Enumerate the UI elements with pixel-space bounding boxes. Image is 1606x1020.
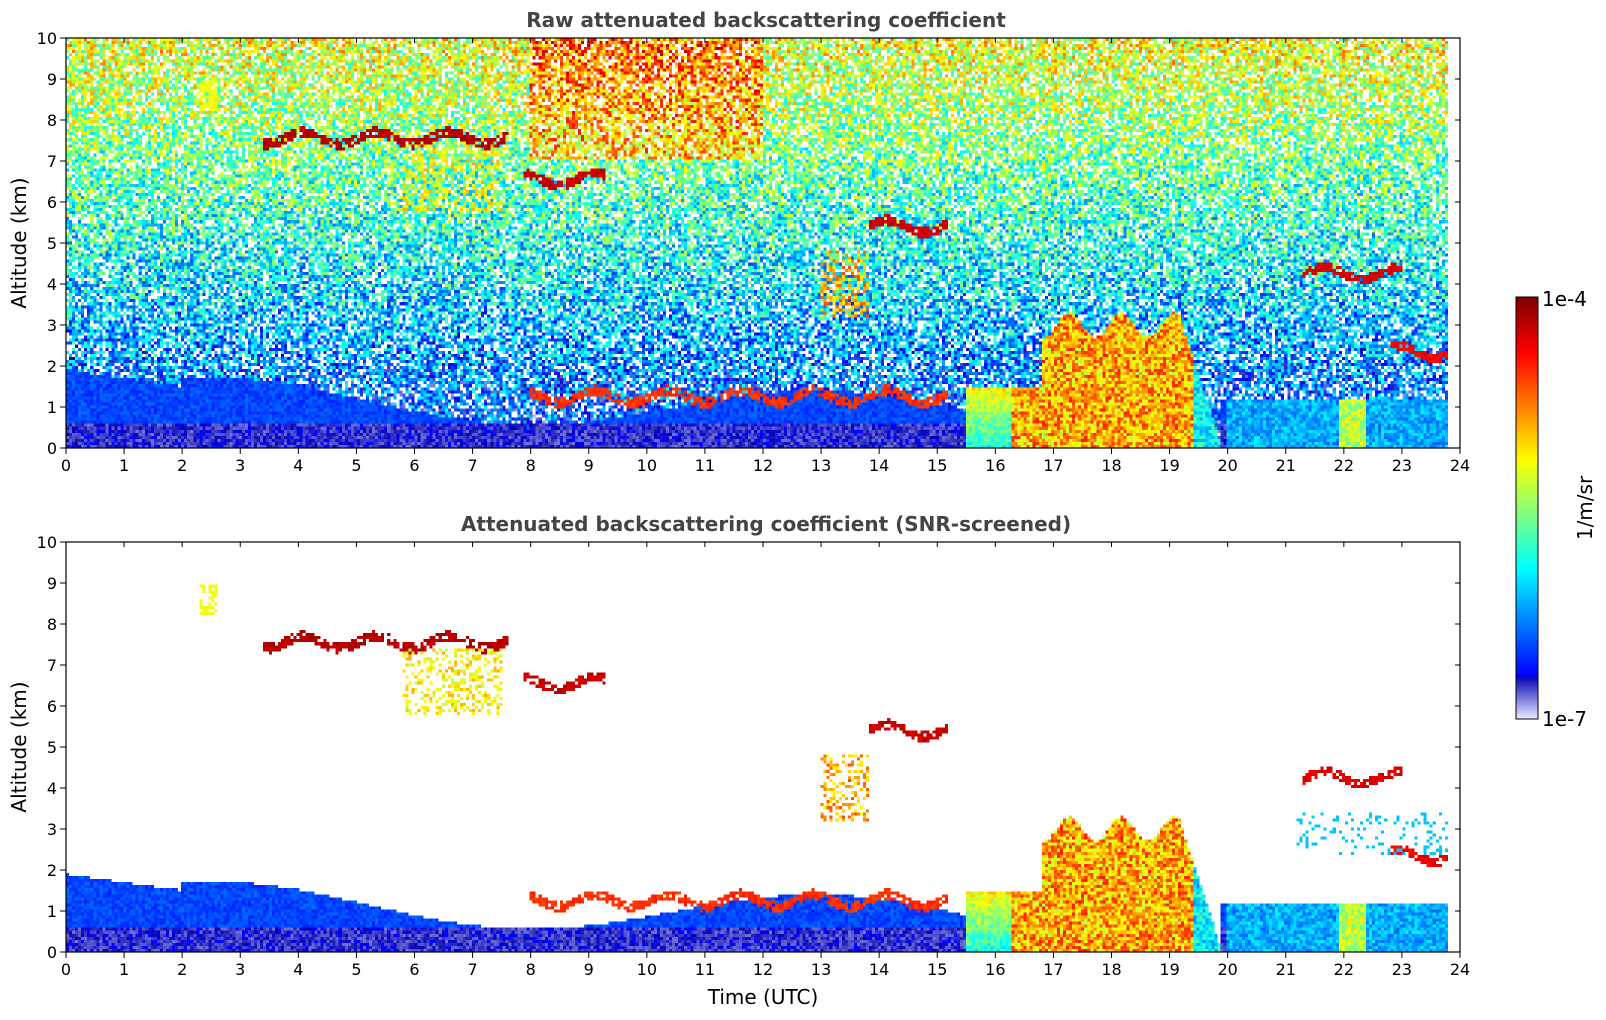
x-tick-label: 12	[753, 960, 773, 979]
x-tick-label: 15	[927, 456, 947, 475]
x-tick-label: 12	[753, 456, 773, 475]
panel-1-y-label: Altitude (km)	[7, 177, 31, 308]
x-tick-label: 11	[695, 960, 715, 979]
panel-1-x-ticks: 0 1 2 3 4 5 6 7 8 9 10 11 12 13 14 15 16 17 18 19 20 21 22 23 24	[61, 38, 1470, 475]
x-tick-label: 2	[177, 456, 187, 475]
x-tick-label: 13	[811, 456, 831, 475]
x-tick-label: 22	[1334, 456, 1354, 475]
x-tick-label: 3	[235, 456, 245, 475]
panel-2-title: Attenuated backscattering coefficient (S…	[461, 512, 1071, 536]
x-tick-label: 0	[61, 960, 71, 979]
x-tick-label: 10	[637, 960, 657, 979]
x-tick-label: 21	[1276, 456, 1296, 475]
x-tick-label: 1	[119, 456, 129, 475]
y-tick-label: 6	[47, 697, 57, 716]
colorbar-frame	[1515, 296, 1539, 720]
x-tick-label: 3	[235, 960, 245, 979]
x-tick-label: 14	[869, 960, 889, 979]
colorbar-label: 1/m/sr	[1573, 475, 1597, 540]
y-tick-label: 3	[47, 316, 57, 335]
x-tick-label: 4	[293, 456, 303, 475]
x-tick-label: 20	[1217, 960, 1237, 979]
x-tick-label: 23	[1392, 960, 1412, 979]
x-tick-label: 9	[584, 456, 594, 475]
colorbar-min-label: 1e-7	[1542, 707, 1587, 731]
y-tick-label: 5	[47, 234, 57, 253]
x-tick-label: 19	[1159, 960, 1179, 979]
x-tick-label: 24	[1450, 960, 1470, 979]
panel-2-x-ticks: 0 1 2 3 4 5 6 7 8 9 10 11 12 13 14 15 16 17 18 19 20 21 22 23 24	[61, 542, 1470, 979]
x-tick-label: 14	[869, 456, 889, 475]
y-tick-label: 7	[47, 656, 57, 675]
x-tick-label: 20	[1217, 456, 1237, 475]
x-tick-label: 7	[467, 960, 477, 979]
x-tick-label: 4	[293, 960, 303, 979]
x-tick-label: 11	[695, 456, 715, 475]
x-tick-label: 22	[1334, 960, 1354, 979]
y-tick-label: 3	[47, 820, 57, 839]
x-tick-label: 17	[1043, 960, 1063, 979]
y-tick-label: 7	[47, 152, 57, 171]
x-tick-label: 0	[61, 456, 71, 475]
x-tick-label: 2	[177, 960, 187, 979]
y-tick-label: 2	[47, 861, 57, 880]
y-tick-label: 0	[47, 943, 57, 962]
y-tick-label: 2	[47, 357, 57, 376]
x-tick-label: 15	[927, 960, 947, 979]
y-tick-label: 1	[47, 902, 57, 921]
x-tick-label: 19	[1159, 456, 1179, 475]
x-tick-label: 13	[811, 960, 831, 979]
panel-1-title: Raw attenuated backscattering coefficien…	[526, 8, 1006, 32]
panel-2-x-label: Time (UTC)	[707, 985, 819, 1009]
panel-raw: Raw attenuated backscattering coefficien…	[7, 8, 1470, 475]
y-tick-label: 10	[37, 533, 57, 552]
y-tick-label: 10	[37, 29, 57, 48]
x-tick-label: 6	[409, 960, 419, 979]
x-tick-label: 24	[1450, 456, 1470, 475]
y-tick-label: 1	[47, 398, 57, 417]
x-tick-label: 18	[1101, 960, 1121, 979]
y-tick-label: 4	[47, 275, 57, 294]
x-tick-label: 9	[584, 960, 594, 979]
x-tick-label: 16	[985, 456, 1005, 475]
x-tick-label: 5	[351, 456, 361, 475]
y-tick-label: 0	[47, 439, 57, 458]
x-tick-label: 5	[351, 960, 361, 979]
panel-2-y-ticks: 0 1 2 3 4 5 6 7 8 9 10	[37, 533, 1460, 962]
panel-1-heatmap	[66, 38, 1460, 448]
panel-2-y-label: Altitude (km)	[7, 681, 31, 812]
x-tick-label: 18	[1101, 456, 1121, 475]
x-tick-label: 7	[467, 456, 477, 475]
x-tick-label: 16	[985, 960, 1005, 979]
x-tick-label: 1	[119, 960, 129, 979]
x-tick-label: 21	[1276, 960, 1296, 979]
x-tick-label: 17	[1043, 456, 1063, 475]
y-tick-label: 6	[47, 193, 57, 212]
y-tick-label: 9	[47, 574, 57, 593]
x-tick-label: 10	[637, 456, 657, 475]
colorbar: 1e-4 1e-7 1/m/sr	[1515, 287, 1597, 731]
x-tick-label: 8	[526, 456, 536, 475]
x-tick-label: 23	[1392, 456, 1412, 475]
x-tick-label: 6	[409, 456, 419, 475]
panel-screened: Attenuated backscattering coefficient (S…	[7, 512, 1470, 1009]
y-tick-label: 4	[47, 779, 57, 798]
y-tick-label: 8	[47, 615, 57, 634]
colorbar-max-label: 1e-4	[1542, 287, 1587, 311]
y-tick-label: 9	[47, 70, 57, 89]
x-tick-label: 8	[526, 960, 536, 979]
y-tick-label: 8	[47, 111, 57, 130]
y-tick-label: 5	[47, 738, 57, 757]
panel-1-y-ticks: 0 1 2 3 4 5 6 7 8 9 10	[37, 29, 1460, 458]
panel-2-heatmap	[66, 542, 1460, 952]
colorbar-gradient	[1516, 297, 1538, 719]
